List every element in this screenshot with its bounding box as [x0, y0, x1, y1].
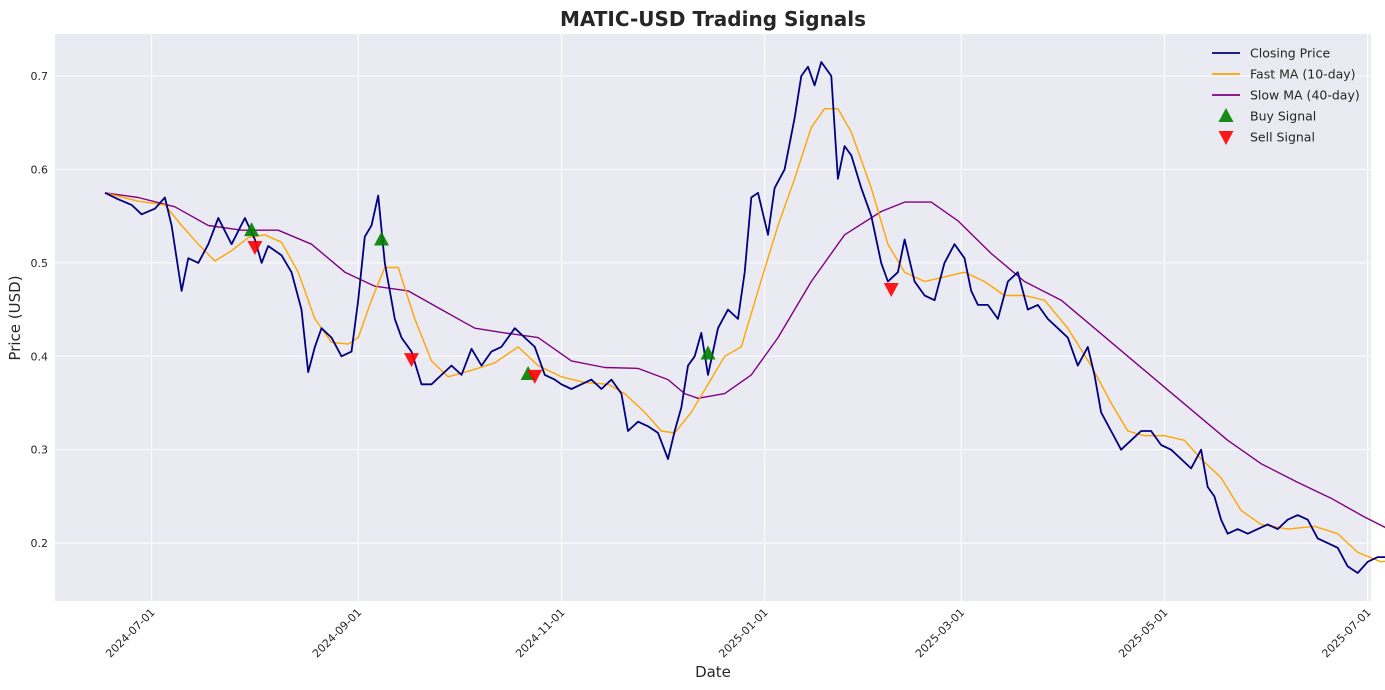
legend-item: Fast MA (10-day) — [1212, 67, 1356, 82]
x-axis: 2024-07-01 2024-09-01 2024-11-01 2025-01-01… — [103, 606, 1373, 660]
y-axis: 0.2 0.3 0.4 0.5 0.6 0.7 — [31, 70, 49, 550]
legend-label: Fast MA (10-day) — [1250, 67, 1356, 82]
y-tick-label: 0.7 — [31, 70, 49, 83]
x-tick-label: 2024-11-01 — [513, 606, 567, 660]
legend-item: Closing Price — [1212, 46, 1330, 61]
series-layer — [104, 61, 1385, 574]
signal-markers — [244, 222, 899, 384]
x-tick-label: 2024-09-01 — [310, 606, 364, 660]
sell-signal-marker — [247, 240, 263, 255]
legend-item: Sell Signal — [1218, 130, 1315, 145]
sell-signal-marker — [883, 283, 899, 298]
legend: Closing Price Fast MA (10-day) Slow MA (40… — [1212, 46, 1360, 145]
legend-item: Slow MA (40-day) — [1212, 88, 1360, 103]
legend-buy-swatch — [1218, 108, 1234, 122]
x-axis-label: Date — [695, 663, 731, 681]
buy-signal-marker — [244, 222, 260, 237]
y-tick-label: 0.2 — [31, 537, 49, 550]
buy-signal-marker — [374, 231, 390, 246]
y-tick-label: 0.5 — [31, 257, 49, 270]
legend-label: Slow MA (40-day) — [1250, 88, 1360, 103]
x-tick-label: 2025-03-01 — [913, 606, 967, 660]
series-line-slow — [104, 192, 1385, 529]
x-tick-label: 2025-01-01 — [716, 606, 770, 660]
chart-title: MATIC-USD Trading Signals — [560, 7, 866, 31]
x-tick-label: 2025-07-01 — [1319, 606, 1373, 660]
y-axis-label: Price (USD) — [6, 275, 24, 360]
legend-label: Buy Signal — [1250, 109, 1316, 124]
buy-signal-marker — [700, 345, 716, 360]
sell-signal-marker — [403, 353, 419, 368]
sell-signal-marker — [527, 369, 543, 384]
legend-label: Sell Signal — [1250, 130, 1315, 145]
y-tick-label: 0.3 — [31, 444, 49, 457]
plot-background — [55, 34, 1371, 601]
y-tick-label: 0.6 — [31, 163, 49, 176]
legend-label: Closing Price — [1250, 46, 1330, 61]
x-tick-label: 2025-05-01 — [1116, 606, 1170, 660]
series-line-close — [104, 61, 1385, 574]
grid — [55, 34, 1371, 601]
y-tick-label: 0.4 — [31, 350, 49, 363]
legend-sell-swatch — [1218, 131, 1234, 145]
legend-item: Buy Signal — [1218, 108, 1316, 124]
x-tick-label: 2024-07-01 — [103, 606, 157, 660]
